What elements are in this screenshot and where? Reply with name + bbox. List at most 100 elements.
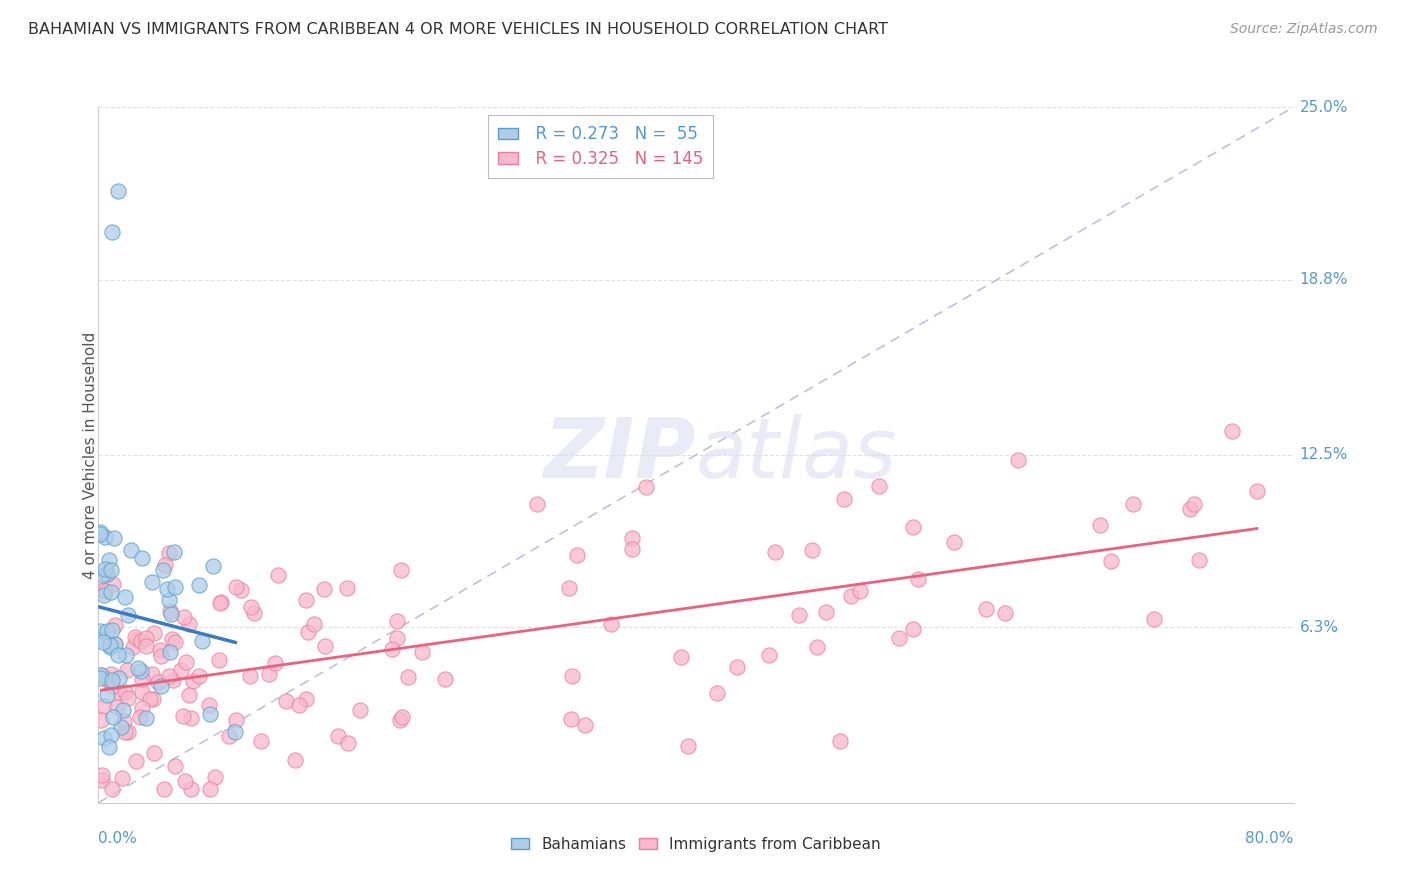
- Point: [208, 653, 231, 667]
- Point: [725, 660, 748, 674]
- Point: [239, 669, 262, 683]
- Point: [1143, 612, 1166, 626]
- Point: [180, 781, 202, 796]
- Point: [257, 666, 280, 681]
- Point: [188, 669, 211, 683]
- Point: [336, 736, 359, 750]
- Point: [157, 593, 180, 607]
- Point: [93, 588, 115, 602]
- Point: [526, 496, 548, 510]
- Point: [172, 708, 194, 723]
- Point: [107, 648, 129, 662]
- Point: [391, 709, 413, 723]
- Point: [125, 632, 148, 647]
- Point: [558, 582, 581, 596]
- Point: [763, 545, 786, 559]
- Point: [669, 649, 692, 664]
- Point: [758, 648, 780, 662]
- Text: 6.3%: 6.3%: [1299, 620, 1339, 635]
- Point: [179, 688, 201, 702]
- Point: [93, 698, 115, 713]
- Point: [101, 679, 124, 693]
- Point: [574, 718, 596, 732]
- Point: [135, 711, 157, 725]
- Point: [636, 480, 658, 494]
- Point: [200, 781, 222, 796]
- Point: [1246, 484, 1268, 499]
- Point: [114, 590, 136, 604]
- Text: 12.5%: 12.5%: [1299, 448, 1348, 462]
- Point: [115, 663, 138, 677]
- Point: [97, 739, 120, 754]
- Point: [907, 572, 929, 586]
- Point: [97, 672, 120, 686]
- Point: [204, 770, 226, 784]
- Point: [112, 714, 135, 728]
- Point: [224, 724, 246, 739]
- Text: 18.8%: 18.8%: [1299, 272, 1348, 287]
- Point: [131, 672, 153, 686]
- Point: [267, 568, 290, 582]
- Point: [104, 618, 127, 632]
- Point: [832, 492, 855, 507]
- Point: [152, 781, 174, 796]
- Point: [815, 605, 838, 619]
- Point: [839, 590, 862, 604]
- Point: [411, 645, 433, 659]
- Point: [114, 725, 136, 739]
- Point: [100, 673, 122, 688]
- Point: [868, 479, 890, 493]
- Point: [117, 725, 139, 739]
- Point: [101, 709, 124, 723]
- Point: [621, 542, 644, 557]
- Point: [806, 640, 828, 654]
- Point: [98, 553, 121, 567]
- Point: [112, 703, 135, 717]
- Point: [157, 669, 180, 683]
- Point: [994, 606, 1017, 620]
- Point: [103, 531, 125, 545]
- Point: [125, 754, 148, 768]
- Point: [706, 686, 728, 700]
- Point: [385, 614, 408, 628]
- Point: [149, 648, 172, 663]
- Point: [1007, 453, 1029, 467]
- Text: BAHAMIAN VS IMMIGRANTS FROM CARIBBEAN 4 OR MORE VEHICLES IN HOUSEHOLD CORRELATIO: BAHAMIAN VS IMMIGRANTS FROM CARIBBEAN 4 …: [28, 22, 889, 37]
- Point: [91, 772, 114, 787]
- Point: [159, 645, 181, 659]
- Point: [159, 604, 181, 618]
- Point: [104, 637, 127, 651]
- Point: [100, 728, 122, 742]
- Point: [96, 688, 118, 702]
- Point: [225, 713, 247, 727]
- Point: [141, 574, 163, 589]
- Point: [887, 632, 910, 646]
- Point: [434, 672, 457, 686]
- Point: [159, 607, 181, 621]
- Point: [94, 562, 117, 576]
- Point: [149, 679, 172, 693]
- Point: [157, 546, 180, 560]
- Point: [117, 608, 139, 623]
- Point: [89, 624, 111, 638]
- Point: [349, 703, 371, 717]
- Point: [288, 698, 311, 713]
- Point: [676, 739, 699, 753]
- Point: [100, 585, 122, 599]
- Point: [901, 519, 924, 533]
- Point: [120, 542, 142, 557]
- Point: [787, 607, 810, 622]
- Point: [91, 767, 114, 781]
- Point: [274, 694, 297, 708]
- Point: [173, 610, 195, 624]
- Text: 80.0%: 80.0%: [1246, 830, 1294, 846]
- Point: [314, 639, 336, 653]
- Point: [101, 576, 124, 591]
- Point: [165, 758, 187, 772]
- Point: [162, 673, 184, 687]
- Point: [828, 733, 851, 747]
- Point: [396, 670, 419, 684]
- Point: [143, 626, 166, 640]
- Text: 0.0%: 0.0%: [98, 830, 138, 846]
- Point: [209, 595, 232, 609]
